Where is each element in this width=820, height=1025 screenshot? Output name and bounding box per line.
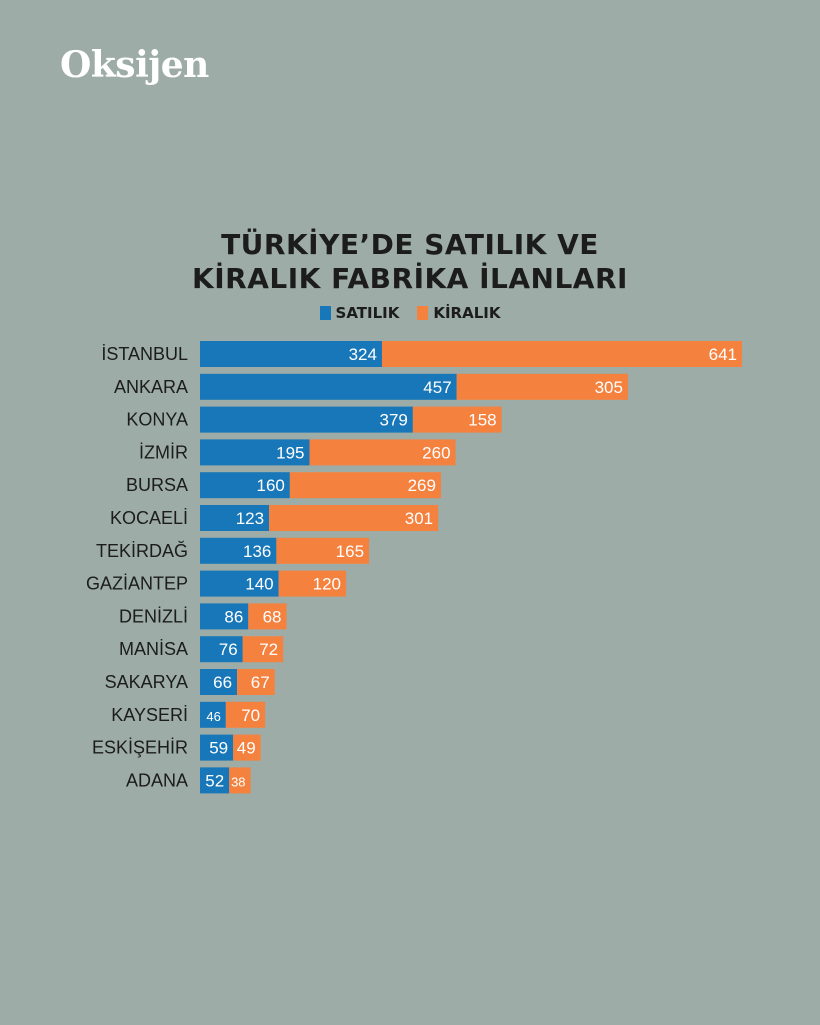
data-label-kiralik: 67 bbox=[251, 673, 270, 692]
category-label: DENİZLİ bbox=[119, 606, 188, 626]
bar-satilik bbox=[200, 341, 382, 367]
bar-kiralik bbox=[278, 570, 347, 597]
legend-label-kiralik: KİRALIK bbox=[433, 304, 501, 322]
category-label: ANKARA bbox=[114, 377, 188, 397]
data-label-satilik: 59 bbox=[209, 739, 228, 758]
data-label-satilik: 123 bbox=[236, 509, 264, 528]
category-label: GAZİANTEP bbox=[86, 574, 188, 594]
bar-satilik bbox=[200, 537, 277, 564]
data-label-satilik: 140 bbox=[245, 575, 273, 594]
category-label: İZMİR bbox=[139, 442, 188, 462]
data-label-kiralik: 70 bbox=[241, 706, 260, 725]
bar-kiralik bbox=[309, 439, 456, 466]
bar-satilik bbox=[200, 373, 457, 400]
bar-kiralik bbox=[248, 603, 287, 630]
category-label: BURSA bbox=[126, 475, 188, 495]
category-label: ADANA bbox=[126, 770, 188, 790]
data-label-satilik: 52 bbox=[205, 771, 224, 790]
chart-title-line-1: TÜRKİYE’DE SATILIK VE bbox=[221, 228, 599, 261]
bar-satilik bbox=[200, 636, 243, 663]
category-label: TEKİRDAĞ bbox=[96, 540, 188, 561]
bar-kiralik bbox=[242, 636, 284, 663]
bar-kiralik bbox=[237, 669, 275, 695]
data-label-satilik: 46 bbox=[206, 709, 220, 724]
bar-satilik bbox=[200, 472, 290, 499]
bar-kiralik bbox=[456, 373, 628, 400]
chart-title-line-2: KİRALIK FABRİKA İLANLARI bbox=[192, 262, 628, 295]
bar-satilik bbox=[200, 570, 279, 597]
bar-satilik bbox=[200, 767, 230, 794]
category-label: SAKARYA bbox=[105, 672, 188, 692]
bar-kiralik bbox=[229, 767, 251, 794]
bar-kiralik bbox=[276, 537, 370, 564]
bar-satilik bbox=[200, 669, 238, 695]
legend-label-satilik: SATILIK bbox=[335, 304, 400, 322]
legend-swatch-satilik bbox=[319, 306, 331, 320]
bar-kiralik bbox=[289, 472, 441, 499]
category-label: İSTANBUL bbox=[101, 344, 188, 364]
bar-satilik bbox=[200, 734, 234, 761]
bar-satilik bbox=[200, 439, 310, 466]
bar-kiralik bbox=[269, 505, 439, 531]
bar-satilik bbox=[200, 406, 413, 433]
bar-kiralik bbox=[412, 406, 502, 433]
bar-satilik bbox=[200, 505, 270, 531]
chart-title: TÜRKİYE’DE SATILIK VE KİRALIK FABRİKA İL… bbox=[0, 228, 820, 296]
chart-legend: SATILIK KİRALIK bbox=[0, 304, 820, 322]
data-label-satilik: 136 bbox=[243, 542, 271, 561]
data-label-satilik: 66 bbox=[213, 673, 232, 692]
bar-kiralik bbox=[381, 341, 742, 367]
data-label-satilik: 195 bbox=[276, 443, 304, 462]
category-label: KAYSERİ bbox=[111, 705, 188, 725]
data-label-kiralik: 301 bbox=[405, 509, 433, 528]
bar-kiralik bbox=[225, 701, 266, 728]
data-label-satilik: 86 bbox=[224, 607, 243, 626]
data-label-kiralik: 165 bbox=[336, 542, 364, 561]
category-label: KONYA bbox=[126, 410, 188, 430]
bar-satilik bbox=[200, 701, 226, 728]
category-label: ESKİŞEHİR bbox=[92, 738, 188, 758]
data-label-satilik: 160 bbox=[256, 476, 284, 495]
data-label-kiralik: 641 bbox=[709, 345, 737, 364]
data-label-satilik: 457 bbox=[423, 378, 451, 397]
data-label-kiralik: 72 bbox=[259, 640, 278, 659]
oksijen-logo: Oksijen bbox=[60, 44, 209, 86]
data-label-kiralik: 260 bbox=[422, 443, 450, 462]
legend-swatch-kiralik bbox=[417, 306, 429, 320]
legend-item-satilik: SATILIK bbox=[319, 304, 400, 322]
data-label-kiralik: 158 bbox=[468, 411, 496, 430]
data-label-kiralik: 38 bbox=[231, 774, 245, 789]
category-label: MANİSA bbox=[119, 639, 188, 659]
data-label-kiralik: 120 bbox=[313, 575, 341, 594]
data-label-kiralik: 269 bbox=[408, 476, 436, 495]
bar-kiralik bbox=[233, 734, 261, 761]
data-label-satilik: 76 bbox=[219, 640, 238, 659]
bar-satilik bbox=[200, 603, 249, 630]
data-label-kiralik: 49 bbox=[237, 739, 256, 758]
data-label-satilik: 324 bbox=[349, 345, 377, 364]
data-label-satilik: 379 bbox=[379, 411, 407, 430]
data-label-kiralik: 305 bbox=[595, 378, 623, 397]
data-label-kiralik: 68 bbox=[263, 607, 282, 626]
category-label: KOCAELİ bbox=[110, 508, 188, 528]
legend-item-kiralik: KİRALIK bbox=[417, 304, 500, 322]
